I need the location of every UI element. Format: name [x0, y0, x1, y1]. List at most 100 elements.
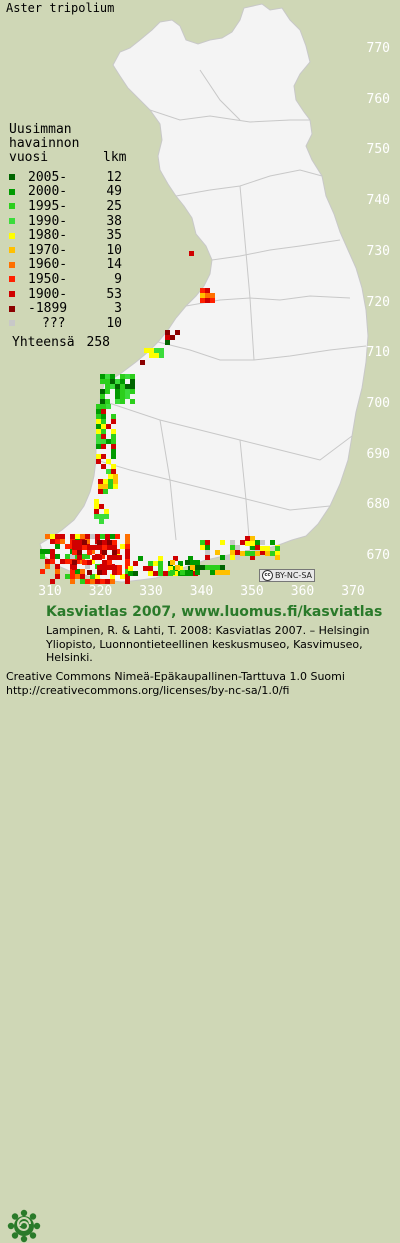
occurrence-square: [77, 540, 82, 545]
occurrence-square: [98, 489, 103, 494]
legend-count: 9: [114, 271, 122, 287]
occurrence-square: [148, 566, 153, 571]
occurrence-square: [230, 545, 235, 550]
occurrence-square: [205, 540, 210, 545]
occurrence-square: [265, 546, 270, 551]
occurrence-square: [95, 534, 100, 539]
occurrence-square: [149, 348, 154, 353]
occurrence-square: [112, 565, 117, 570]
occurrence-square: [230, 540, 235, 545]
occurrence-square: [85, 539, 90, 544]
occurrence-square: [97, 565, 102, 570]
occurrence-square: [120, 399, 125, 404]
occurrence-square: [94, 509, 99, 514]
occurrence-square: [50, 534, 55, 539]
occurrence-square: [75, 559, 80, 564]
occurrence-square: [260, 550, 265, 555]
occurrence-square: [205, 288, 210, 293]
footer-title: Kasviatlas 2007, www.luomus.fi/kasviatla…: [46, 604, 383, 620]
occurrence-square: [55, 564, 60, 569]
occurrence-square: [235, 550, 240, 555]
occurrence-square: [240, 540, 245, 545]
occurrence-square: [105, 399, 110, 404]
occurrence-square: [130, 379, 135, 384]
occurrence-square: [220, 540, 225, 545]
map-canvas: [39, 3, 369, 584]
occurrence-square: [90, 579, 95, 584]
occurrence-square: [80, 569, 85, 574]
occurrence-square: [107, 540, 112, 545]
occurrence-square: [96, 439, 101, 444]
occurrence-square: [205, 293, 210, 298]
occurrence-square: [130, 374, 135, 379]
occurrence-square: [101, 454, 106, 459]
occurrence-square: [175, 565, 180, 570]
northing-label: 730: [366, 243, 390, 259]
occurrence-square: [170, 560, 175, 565]
legend-row: 1990- 38: [9, 214, 122, 229]
occurrence-square: [105, 389, 110, 394]
occurrence-square: [101, 414, 106, 419]
occurrence-square: [173, 556, 178, 561]
occurrence-square: [101, 444, 106, 449]
occurrence-square: [125, 389, 130, 394]
legend-period: -1899: [28, 301, 68, 317]
occurrence-square: [265, 551, 270, 556]
occurrence-square: [80, 534, 85, 539]
occurrence-square: [70, 574, 75, 579]
occurrence-square: [205, 550, 210, 555]
occurrence-square: [100, 374, 105, 379]
occurrence-square: [101, 409, 106, 414]
legend-count: 53: [106, 286, 122, 302]
occurrence-square: [102, 540, 107, 545]
occurrence-square: [250, 541, 255, 546]
occurrence-square: [70, 579, 75, 584]
occurrence-square: [55, 539, 60, 544]
occurrence-square: [103, 479, 108, 484]
legend-header: Uusimman havainnon vuosi lkm: [9, 123, 126, 165]
occurrence-square: [125, 549, 130, 554]
occurrence-square: [101, 439, 106, 444]
occurrence-square: [82, 560, 87, 565]
legend-count: 35: [106, 228, 122, 244]
occurrence-square: [170, 335, 175, 340]
occurrence-square: [275, 550, 280, 555]
occurrence-square: [173, 571, 178, 576]
occurrence-square: [188, 571, 193, 576]
easting-label: 320: [88, 584, 113, 599]
occurrence-square: [215, 550, 220, 555]
occurrence-square: [77, 550, 82, 555]
occurrence-square: [180, 570, 185, 575]
occurrence-square: [120, 374, 125, 379]
occurrence-square: [50, 559, 55, 564]
occurrence-square: [110, 379, 115, 384]
occurrence-square: [110, 574, 115, 579]
occurrence-square: [90, 549, 95, 554]
license-badge-label: BY-NC-SA: [274, 571, 313, 580]
occurrence-square: [195, 570, 200, 575]
occurrence-square: [77, 545, 82, 550]
legend-period: 1970-: [28, 242, 68, 258]
legend-period: 2005-: [28, 169, 68, 185]
occurrence-square: [70, 554, 75, 559]
occurrence-square: [125, 374, 130, 379]
legend-total-count: 258: [86, 335, 110, 350]
occurrence-square: [108, 479, 113, 484]
occurrence-square: [100, 389, 105, 394]
occurrence-square: [45, 549, 50, 554]
occurrence-square: [104, 514, 109, 519]
occurrence-square: [95, 579, 100, 584]
occurrence-square: [96, 409, 101, 414]
occurrence-square: [250, 551, 255, 556]
occurrence-square: [99, 519, 104, 524]
occurrence-square: [112, 545, 117, 550]
occurrence-square: [111, 469, 116, 474]
legend-col-year: vuosi: [9, 150, 49, 165]
occurrence-square: [120, 574, 125, 579]
occurrence-square: [106, 404, 111, 409]
occurrence-square: [148, 571, 153, 576]
occurrence-square: [260, 540, 265, 545]
occurrence-square: [111, 439, 116, 444]
legend-count: 10: [106, 315, 122, 331]
occurrence-square: [188, 556, 193, 561]
